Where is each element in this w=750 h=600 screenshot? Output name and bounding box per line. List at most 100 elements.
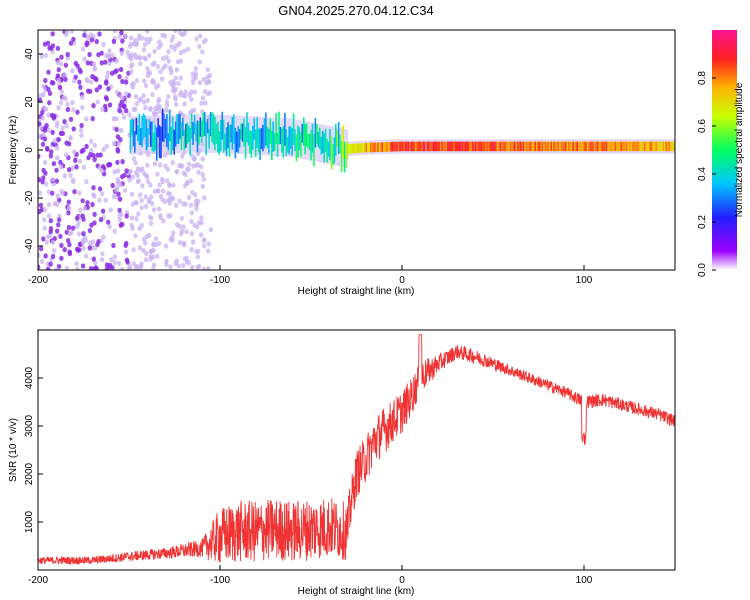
heatmap-band-cell [273,132,276,151]
heatmap-noise-cell [162,152,168,158]
heatmap-noise-cell [176,80,181,87]
heatmap-noise-cell [163,243,169,249]
heatmap-noise-cell [91,185,96,191]
heatmap-band-cell [246,112,248,143]
heatmap-band-cell [371,142,373,153]
heatmap-band-cell [665,141,668,152]
heatmap-band-cell [236,131,238,152]
heatmap-noise-cell [55,155,60,161]
heatmap-noise-cell [145,30,150,34]
colorbar-ticks: 0.0 0.2 0.4 0.6 0.8 [697,71,716,277]
heatmap-band-cell [438,141,440,152]
heatmap-noise-cell [70,100,75,106]
heatmap-noise-cell [107,262,113,268]
heatmap-band-cell [639,141,641,152]
heatmap-band-cell [294,129,296,152]
heatmap-noise-cell [73,157,78,163]
heatmap-band-cell [575,141,577,152]
heatmap-band-cell [651,141,653,152]
heatmap-noise-cell [38,252,41,258]
heatmap-band-cell [501,141,503,152]
heatmap-noise-cell [38,133,42,140]
heatmap-band-cell [418,141,420,152]
heatmap-band-cell [220,120,222,152]
heatmap-noise-cell [119,267,125,270]
heatmap-noise-cell [75,223,80,230]
heatmap-noise-cell [139,205,144,211]
heatmap-noise-cell [174,168,179,175]
heatmap-cells [38,30,675,270]
heatmap-noise-cell [157,39,162,45]
heatmap-band-cell [455,141,458,152]
heatmap-band-cell [314,118,317,148]
heatmap-band-cell [193,114,196,134]
heatmap-noise-cell [84,116,89,122]
heatmap-noise-cell [182,48,187,54]
heatmap-noise-cell [87,51,92,58]
heatmap-noise-cell [183,30,188,36]
heatmap-noise-cell [119,127,124,133]
heatmap-noise-cell [42,160,48,166]
heatmap-noise-cell [177,40,182,46]
heatmap-band-cell [148,119,151,135]
heatmap-noise-cell [167,182,172,188]
heatmap-band-cell [568,141,570,152]
heatmap-noise-cell [181,224,186,230]
heatmap-band-cell [469,141,471,152]
heatmap-noise-cell [66,224,72,231]
heatmap-noise-cell [188,202,194,208]
heatmap-band-cell [601,141,604,152]
heatmap-noise-cell [145,66,150,72]
heatmap-band-cell [428,141,430,152]
heatmap-band-cell [349,143,352,154]
heatmap-band-cell [610,141,612,152]
heatmap-noise-cell [141,99,147,105]
heatmap-noise-cell [123,91,129,97]
heatmap-noise-cell [161,218,166,224]
heatmap-noise-cell [55,228,60,234]
heatmap-noise-cell [85,78,90,84]
heatmap-band-cell [298,127,301,151]
heatmap-noise-cell [184,229,189,235]
heatmap-band-cell [281,128,283,153]
heatmap-band-cell [370,142,372,153]
heatmap-band-cell [533,141,535,152]
heatmap-noise-cell [165,190,171,196]
heatmap-noise-cell [117,216,122,223]
heatmap-noise-cell [206,265,211,270]
heatmap-noise-cell [90,74,95,80]
heatmap-noise-cell [55,45,61,52]
heatmap-noise-cell [112,228,117,234]
heatmap-noise-cell [195,162,201,168]
heatmap-band-cell [378,142,381,152]
heatmap-band-cell [358,143,360,153]
heatmap-noise-cell [99,168,105,174]
heatmap-band-cell [260,128,263,149]
heatmap-noise-cell [97,84,103,90]
heatmap-noise-cell [59,89,64,95]
heatmap-band-cell [534,141,537,152]
heatmap-noise-cell [137,226,142,232]
heatmap-band-cell [477,141,480,152]
heatmap-noise-cell [194,202,199,208]
spectrogram-y-axis: -40 -20 0 20 40 [24,48,43,253]
heatmap-noise-cell [44,239,49,245]
heatmap-noise-cell [181,263,186,269]
heatmap-noise-cell [64,30,70,34]
heatmap-band-cell [231,116,234,150]
heatmap-noise-cell [81,245,86,251]
heatmap-noise-cell [122,33,128,39]
heatmap-noise-cell [67,242,72,248]
colorbar-tick-label: 0.2 [697,215,708,229]
heatmap-noise-cell [186,161,192,167]
heatmap-noise-cell [188,178,194,184]
heatmap-band-cell [288,126,290,155]
heatmap-noise-cell [131,156,137,162]
y-tick-label: 1000 [24,510,35,533]
heatmap-noise-cell [66,141,72,147]
heatmap-noise-cell [41,84,46,90]
heatmap-band-cell [589,141,592,152]
heatmap-noise-cell [157,104,162,110]
heatmap-noise-cell [62,247,67,253]
snr-x-axis: -200 -100 0 100 [28,565,593,586]
